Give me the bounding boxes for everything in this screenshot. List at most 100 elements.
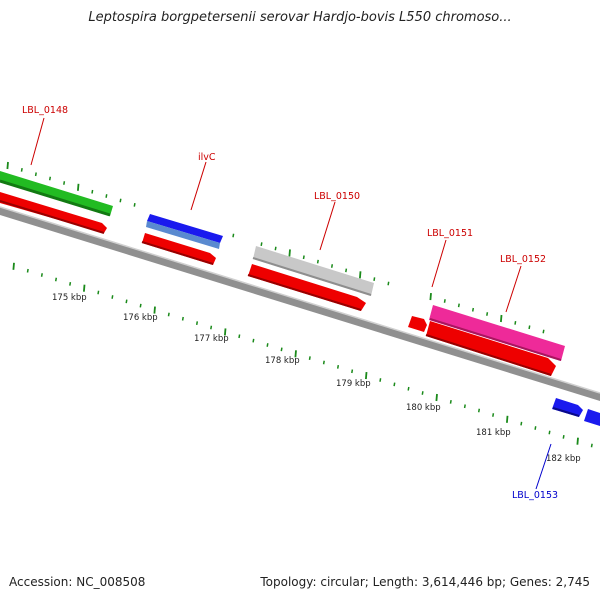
gene-LBL_0150-shade: [252, 257, 372, 296]
tick-major: [294, 350, 297, 358]
tick-major: [77, 183, 80, 191]
tick-minor: [330, 264, 334, 268]
tick-minor: [181, 316, 184, 321]
ruler-label-179: 179 kbp: [336, 379, 371, 389]
tick-marks-upper: [6, 161, 545, 334]
chromosome-backbone: [0, 207, 600, 401]
tick-major: [359, 271, 362, 279]
tick-minor: [379, 378, 382, 382]
gene-LBL_0150-cds-edge: [247, 274, 362, 311]
tick-minor: [542, 329, 545, 334]
tick-minor: [97, 290, 100, 295]
gene-LBL_0150-leader: [319, 201, 336, 251]
tick-minor: [167, 312, 170, 317]
tick-minor: [69, 281, 72, 286]
tick-minor: [387, 281, 390, 286]
gene-LBL_0148-cds: [0, 192, 107, 233]
gene-LBL_0153-feature: [552, 398, 583, 417]
tick-minor: [125, 299, 128, 304]
gene-LBL_0152-feature: [429, 305, 565, 361]
gene-LBL_0152[interactable]: LBL_0152: [425, 254, 565, 376]
tick-minor: [373, 277, 376, 282]
accession-text: Accession: NC_008508: [9, 575, 146, 589]
tick-minor: [492, 413, 495, 417]
tick-major: [435, 393, 438, 402]
gene-LBL_0153-feature-edge: [552, 407, 580, 417]
gene-ilvC-label: ilvC: [198, 152, 216, 163]
ruler-label-182: 182 kbp: [546, 454, 581, 464]
tick-minor: [260, 242, 263, 247]
gene-LBL_0150-cds: [248, 264, 366, 311]
tick-minor: [252, 338, 255, 343]
topology-summary: Topology: circular; Length: 3,614,446 bp…: [260, 575, 590, 589]
tick-minor: [111, 295, 114, 299]
tick-minor: [345, 268, 348, 273]
tick-major: [6, 161, 9, 170]
tick-minor: [105, 194, 108, 198]
gene-LBL_0151-cds: [408, 316, 427, 332]
tick-minor: [274, 246, 277, 251]
tick-minor: [232, 233, 235, 238]
gene-LBL_0148[interactable]: LBL_0148: [0, 105, 113, 234]
gene-LBL_0151[interactable]: LBL_0151: [408, 228, 473, 332]
gene-LBL_0152-cds-edge: [425, 334, 552, 376]
tick-minor: [302, 255, 305, 260]
ruler-label-175: 175 kbp: [52, 293, 87, 303]
ruler-label-178: 178 kbp: [265, 356, 300, 366]
tick-minor: [528, 325, 531, 330]
tick-minor: [393, 382, 396, 387]
tick-major: [12, 262, 15, 270]
tick-minor: [477, 408, 481, 413]
tick-minor: [443, 299, 446, 303]
gene-LBL_0150-label: LBL_0150: [314, 191, 360, 202]
tick-major: [224, 328, 227, 336]
tick-major: [83, 284, 86, 292]
tick-minor: [548, 430, 551, 435]
gene-ilvC-feature: [147, 214, 223, 243]
tick-major: [429, 293, 432, 301]
tick-minor: [119, 198, 122, 203]
ruler-label-180: 180 kbp: [406, 403, 441, 413]
tick-minor: [266, 343, 269, 347]
gene-LBL_0150[interactable]: LBL_0150: [247, 191, 374, 311]
gene-ilvC-leader: [190, 161, 207, 211]
tick-minor: [34, 172, 37, 177]
gene-LBL_0153-leader: [535, 443, 552, 490]
tick-major: [153, 306, 156, 314]
gene-LBL_0153[interactable]: LBL_0153: [512, 398, 600, 501]
tick-minor: [308, 356, 311, 361]
tick-minor: [514, 320, 517, 325]
gene-ilvC[interactable]: ilvC: [141, 152, 223, 265]
gene-LBL_0148-label: LBL_0148: [22, 105, 68, 116]
gene-LBL_0148-shade: [0, 179, 111, 217]
tick-minor: [407, 386, 410, 391]
tick-major: [576, 437, 579, 445]
tick-minor: [486, 312, 489, 316]
gene-LBL_0150-feature: [253, 246, 374, 296]
gene-LBL_0148-leader: [30, 117, 45, 166]
gene-ilvC-cds-edge: [141, 241, 214, 265]
tick-minor: [40, 273, 43, 277]
gene-LBL_0153b-feature: [584, 409, 600, 426]
tick-minor: [238, 334, 241, 339]
gene-LBL_0151-leader: [431, 239, 447, 288]
ruler-label-181: 181 kbp: [476, 428, 511, 438]
gene-ilvC-shade: [146, 221, 220, 249]
tick-major: [288, 249, 291, 257]
tick-minor: [63, 181, 66, 185]
tick-minor: [322, 360, 325, 365]
tick-minor: [463, 404, 466, 409]
tick-minor: [590, 443, 593, 448]
tick-minor: [449, 399, 452, 404]
tick-minor: [54, 277, 58, 282]
tick-minor: [139, 303, 142, 308]
tick-marks-lower: [12, 262, 593, 448]
chromosome-title: Leptospira borgpetersenii serovar Hardjo…: [88, 10, 512, 25]
gene-ilvC-cds: [142, 233, 216, 265]
tick-minor: [421, 391, 424, 395]
ruler-labels: 175 kbp 176 kbp 177 kbp 178 kbp 179 kbp …: [52, 293, 581, 464]
tick-minor: [457, 303, 460, 308]
gene-LBL_0153-label: LBL_0153: [512, 490, 558, 501]
tick-minor: [534, 426, 537, 430]
